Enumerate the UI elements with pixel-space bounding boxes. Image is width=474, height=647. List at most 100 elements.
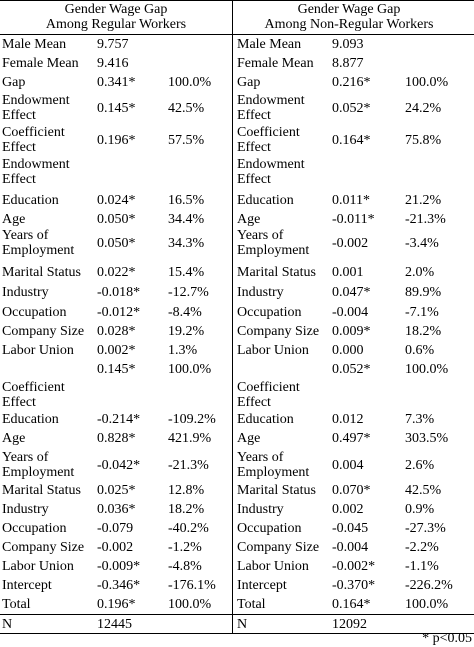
row-coefficient: 0.050*	[97, 212, 136, 227]
row-coefficient: -0.002	[97, 540, 134, 555]
row-coefficient: -0.042*	[97, 458, 141, 473]
row-percent: -1.2%	[168, 540, 202, 555]
row-coefficient: 0.052*	[332, 362, 371, 377]
row-label: Effect	[237, 395, 271, 410]
row-label: Age	[237, 431, 261, 446]
row-percent: -27.3%	[405, 521, 446, 536]
row-coefficient: 0.497*	[332, 431, 371, 446]
row-coefficient: 0.025*	[97, 483, 136, 498]
row-percent: 16.5%	[168, 193, 205, 208]
row-coefficient: 9.093	[332, 37, 364, 52]
row-coefficient: -0.004	[332, 305, 369, 320]
row-label: Age	[2, 212, 26, 227]
row-coefficient: 0.024*	[97, 193, 136, 208]
row-label: Total	[2, 597, 31, 612]
row-label: Endowment	[2, 93, 70, 108]
row-percent: 303.5%	[405, 431, 449, 446]
row-coefficient: 0.011*	[332, 193, 370, 208]
row-label: Effect	[2, 140, 36, 155]
row-percent: 0.9%	[405, 502, 435, 517]
row-coefficient: -0.002*	[332, 559, 376, 574]
row-label: Employment	[237, 465, 310, 480]
header-rule	[0, 34, 474, 35]
row-label: Company Size	[2, 540, 85, 555]
row-coefficient: 0.047*	[332, 285, 371, 300]
row-coefficient: 0.036*	[97, 502, 136, 517]
row-percent: 100.0%	[405, 75, 449, 90]
row-percent: 421.9%	[168, 431, 212, 446]
row-percent: 2.0%	[405, 265, 435, 280]
row-coefficient: 8.877	[332, 56, 364, 71]
row-label: Employment	[2, 465, 75, 480]
row-label: Occupation	[2, 305, 67, 320]
row-label: Female Mean	[2, 56, 79, 71]
row-label: Marital Status	[2, 483, 81, 498]
row-percent: 1.3%	[168, 343, 198, 358]
row-label: Endowment	[2, 157, 70, 172]
header-left-line: Among Regular Workers	[45, 17, 187, 32]
row-coefficient: -0.370*	[332, 578, 376, 593]
row-label: Company Size	[2, 324, 85, 339]
row-label: Employment	[2, 243, 75, 258]
row-coefficient: 0.001	[332, 265, 364, 280]
row-label: Marital Status	[237, 265, 316, 280]
row-label: Education	[237, 193, 294, 208]
row-label: Company Size	[237, 324, 320, 339]
header-right-line: Among Non-Regular Workers	[264, 17, 434, 32]
row-percent: -1.1%	[405, 559, 439, 574]
row-label: Industry	[237, 502, 284, 517]
row-label: Industry	[237, 285, 284, 300]
row-label: Age	[237, 212, 261, 227]
row-coefficient: 0.050*	[97, 236, 136, 251]
row-percent: -21.3%	[405, 212, 446, 227]
row-percent: 100.0%	[405, 362, 449, 377]
row-percent: 18.2%	[168, 502, 205, 517]
row-percent: 100.0%	[168, 75, 212, 90]
row-percent: 18.2%	[405, 324, 442, 339]
row-percent: 24.2%	[405, 101, 442, 116]
row-coefficient: 9.416	[97, 56, 129, 71]
row-label: Labor Union	[237, 559, 309, 574]
row-label: Female Mean	[237, 56, 314, 71]
row-label: Education	[2, 412, 59, 427]
row-label: N	[237, 617, 248, 632]
row-label: Age	[2, 431, 26, 446]
row-label: Years of	[2, 450, 49, 465]
significance-footnote: * p<0.05	[422, 631, 472, 646]
row-percent: -3.4%	[405, 236, 439, 251]
row-label: Intercept	[237, 578, 287, 593]
row-percent: 42.5%	[168, 101, 205, 116]
row-percent: 89.9%	[405, 285, 442, 300]
row-label: Coefficient	[2, 125, 65, 140]
row-label: Intercept	[2, 578, 52, 593]
row-percent: 57.5%	[168, 133, 205, 148]
row-label: Effect	[2, 108, 36, 123]
row-coefficient: 0.145*	[97, 362, 136, 377]
row-coefficient: -0.079	[97, 521, 134, 536]
row-coefficient: 0.022*	[97, 265, 136, 280]
row-coefficient: 0.216*	[332, 75, 371, 90]
row-label: Effect	[2, 172, 36, 187]
row-label: Company Size	[237, 540, 320, 555]
row-coefficient: 0.341*	[97, 75, 136, 90]
row-label: Employment	[237, 243, 310, 258]
row-percent: -226.2%	[405, 578, 453, 593]
row-coefficient: 0.009*	[332, 324, 371, 339]
row-coefficient: 12092	[332, 617, 367, 632]
header-left-line: Gender Wage Gap	[64, 2, 168, 17]
row-label: Labor Union	[2, 343, 74, 358]
n-rule	[0, 614, 474, 615]
row-label: Effect	[2, 395, 36, 410]
row-percent: -109.2%	[168, 412, 216, 427]
row-coefficient: -0.002	[332, 236, 369, 251]
row-label: Education	[237, 412, 294, 427]
row-coefficient: 0.828*	[97, 431, 136, 446]
row-label: Education	[2, 193, 59, 208]
row-label: Marital Status	[2, 265, 81, 280]
row-percent: 12.8%	[168, 483, 205, 498]
row-coefficient: 0.002	[332, 502, 364, 517]
row-percent: 0.6%	[405, 343, 435, 358]
row-percent: 21.2%	[405, 193, 442, 208]
row-coefficient: 0.000	[332, 343, 364, 358]
row-percent: -176.1%	[168, 578, 216, 593]
